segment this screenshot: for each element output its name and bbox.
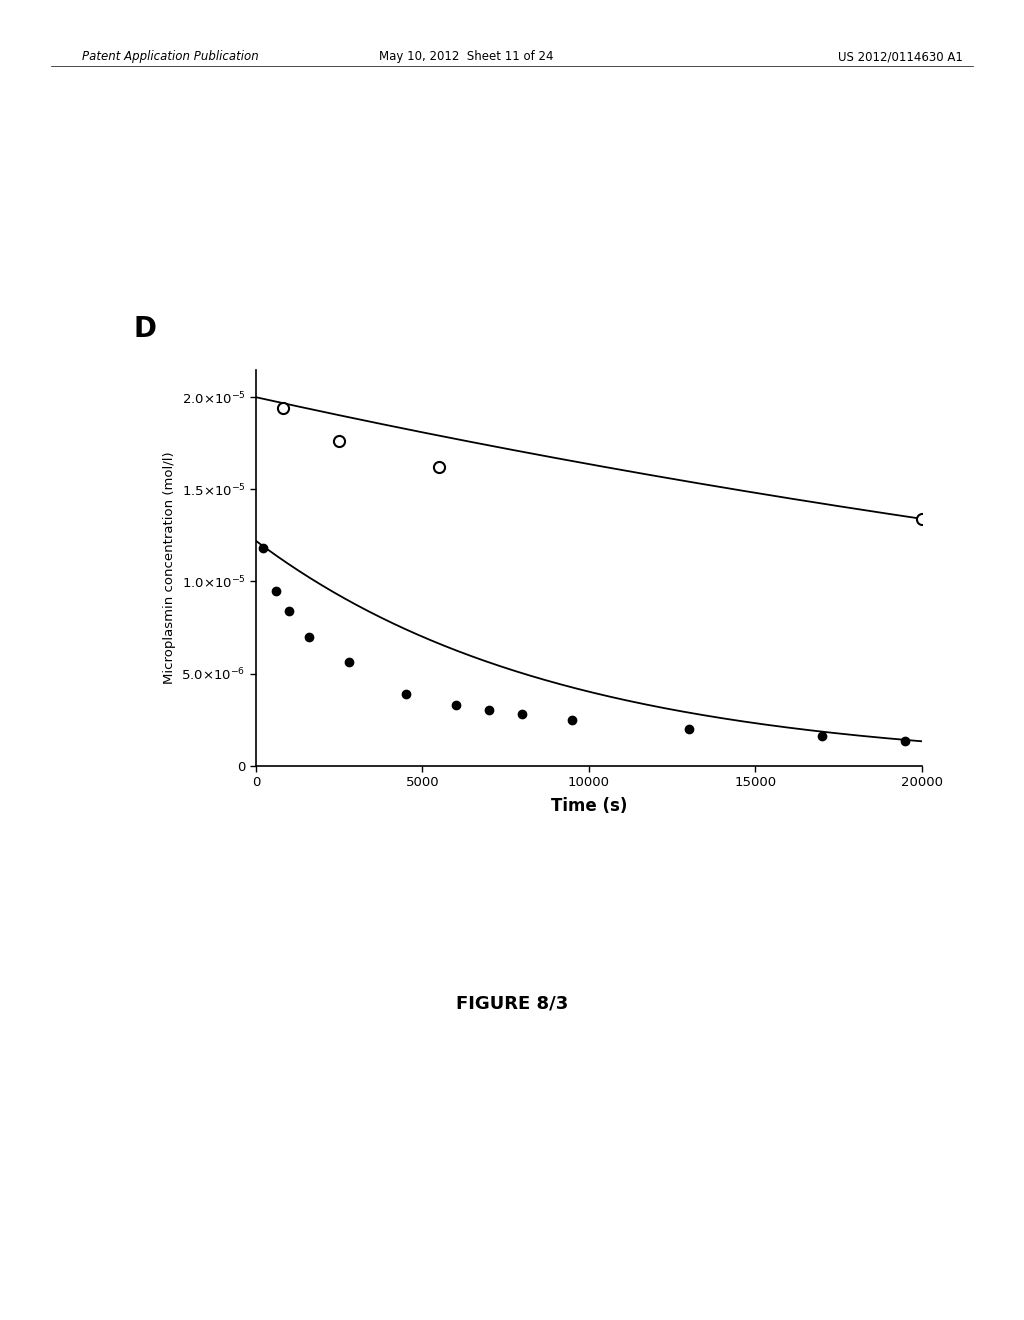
Y-axis label: Microplasmin concentration (mol/l): Microplasmin concentration (mol/l) [163,451,176,684]
Text: D: D [133,314,156,343]
X-axis label: Time (s): Time (s) [551,797,627,816]
Text: US 2012/0114630 A1: US 2012/0114630 A1 [838,50,963,63]
Text: Patent Application Publication: Patent Application Publication [82,50,259,63]
Text: FIGURE 8/3: FIGURE 8/3 [456,994,568,1012]
Text: May 10, 2012  Sheet 11 of 24: May 10, 2012 Sheet 11 of 24 [379,50,553,63]
